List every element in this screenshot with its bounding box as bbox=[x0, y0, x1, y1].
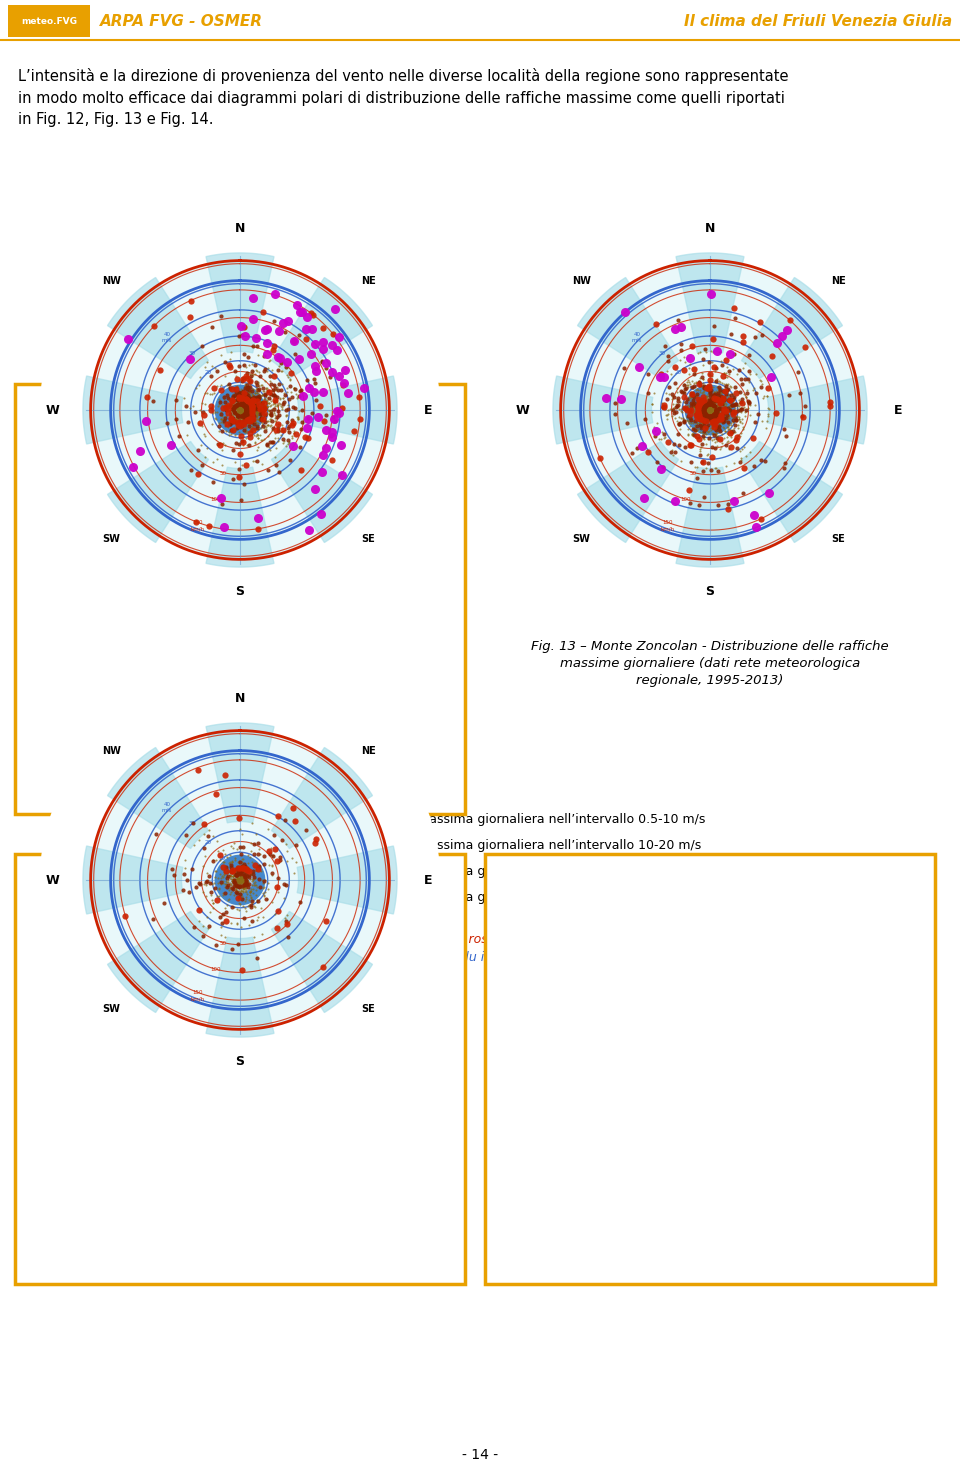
Text: 10: 10 bbox=[688, 386, 696, 392]
Text: Fig. 12 – Trieste, molo F.lli Bandiera – Distribuzione
delle raffiche massime gi: Fig. 12 – Trieste, molo F.lli Bandiera –… bbox=[18, 640, 355, 688]
Text: N: N bbox=[705, 222, 715, 235]
Polygon shape bbox=[578, 441, 679, 543]
Text: colore blu in m/s: colore blu in m/s bbox=[415, 950, 519, 963]
Text: W: W bbox=[516, 404, 529, 417]
Text: 10: 10 bbox=[219, 386, 226, 392]
Text: N: N bbox=[235, 222, 245, 235]
Text: 20: 20 bbox=[204, 370, 212, 374]
Text: SE: SE bbox=[362, 1004, 375, 1013]
Polygon shape bbox=[767, 376, 867, 444]
Text: colore rosso indicano la scala in km/h: colore rosso indicano la scala in km/h bbox=[426, 932, 660, 945]
Text: 30: 30 bbox=[189, 821, 196, 825]
Text: 50: 50 bbox=[220, 472, 227, 476]
Text: quelle in: quelle in bbox=[373, 950, 431, 963]
Polygon shape bbox=[676, 253, 744, 353]
Polygon shape bbox=[676, 467, 744, 566]
Text: raffica massima giornaliera nell’intervallo 10-20 m/s: raffica massima giornaliera nell’interva… bbox=[373, 840, 701, 852]
Text: Fig. 13 – Monte Zoncolan - Distribuzione delle raffiche
massime giornaliere (dat: Fig. 13 – Monte Zoncolan - Distribuzione… bbox=[531, 640, 889, 688]
Polygon shape bbox=[215, 386, 265, 435]
Text: E: E bbox=[423, 404, 432, 417]
Polygon shape bbox=[108, 747, 208, 849]
Text: W: W bbox=[45, 404, 59, 417]
Bar bbox=[8, 4, 90, 37]
Text: NW: NW bbox=[102, 277, 121, 287]
Text: raffica massima giornaliera nell’intervallo 0.5-10 m/s: raffica massima giornaliera nell’interva… bbox=[373, 813, 706, 827]
Text: Il clima del Friuli Venezia Giulia: Il clima del Friuli Venezia Giulia bbox=[684, 15, 952, 30]
Polygon shape bbox=[578, 278, 679, 379]
Bar bbox=[15, 385, 465, 813]
Text: 10: 10 bbox=[219, 856, 226, 861]
Text: 50: 50 bbox=[689, 472, 696, 476]
Text: 150
km/h: 150 km/h bbox=[660, 521, 675, 531]
Polygon shape bbox=[92, 732, 388, 1028]
Text: NW: NW bbox=[102, 747, 121, 756]
Polygon shape bbox=[83, 846, 182, 914]
Polygon shape bbox=[92, 262, 388, 558]
Text: le linee in: le linee in bbox=[373, 932, 438, 945]
Text: 30: 30 bbox=[189, 351, 196, 356]
Text: 20: 20 bbox=[675, 370, 682, 374]
Polygon shape bbox=[298, 376, 397, 444]
Text: NE: NE bbox=[831, 277, 846, 287]
Polygon shape bbox=[685, 386, 734, 435]
Polygon shape bbox=[228, 868, 252, 892]
Text: 20: 20 bbox=[204, 840, 212, 845]
Polygon shape bbox=[272, 747, 372, 849]
Text: NE: NE bbox=[361, 277, 376, 287]
Text: Fig. 14 – Pordenone - Distribuzione delle raffiche
massime giornaliere (dati ret: Fig. 14 – Pordenone - Distribuzione dell… bbox=[18, 1111, 340, 1157]
Polygon shape bbox=[206, 938, 274, 1037]
Text: 50: 50 bbox=[220, 942, 227, 947]
Polygon shape bbox=[83, 376, 182, 444]
Polygon shape bbox=[206, 723, 274, 822]
Text: ,: , bbox=[656, 932, 664, 945]
Text: 100: 100 bbox=[211, 497, 222, 501]
Text: SW: SW bbox=[103, 1004, 120, 1013]
Polygon shape bbox=[553, 376, 653, 444]
Text: 150
km/h: 150 km/h bbox=[191, 991, 204, 1001]
Text: - 14 -: - 14 - bbox=[462, 1448, 498, 1463]
Text: L’intensità e la direzione di provenienza del vento nelle diverse località della: L’intensità e la direzione di provenienz… bbox=[18, 68, 788, 127]
Polygon shape bbox=[108, 441, 208, 543]
Text: 40
m/s: 40 m/s bbox=[162, 802, 172, 812]
Text: raffica massima giornaliera  >30 m/s: raffica massima giornaliera >30 m/s bbox=[373, 892, 606, 905]
Polygon shape bbox=[272, 441, 372, 543]
Polygon shape bbox=[215, 855, 265, 905]
Polygon shape bbox=[108, 278, 208, 379]
Polygon shape bbox=[272, 911, 372, 1013]
Text: 30: 30 bbox=[659, 351, 666, 356]
Text: SW: SW bbox=[103, 534, 120, 543]
Text: 40
m/s: 40 m/s bbox=[632, 331, 642, 343]
Text: E: E bbox=[894, 404, 902, 417]
Polygon shape bbox=[741, 278, 843, 379]
Text: 40
m/s: 40 m/s bbox=[162, 331, 172, 343]
Text: E: E bbox=[423, 874, 432, 886]
Text: SE: SE bbox=[362, 534, 375, 543]
Polygon shape bbox=[206, 467, 274, 566]
Polygon shape bbox=[206, 253, 274, 353]
Bar bbox=[485, 853, 935, 1284]
Text: NW: NW bbox=[572, 277, 591, 287]
Polygon shape bbox=[698, 398, 722, 423]
Text: SW: SW bbox=[572, 534, 590, 543]
Text: N: N bbox=[235, 692, 245, 705]
Polygon shape bbox=[298, 846, 397, 914]
Text: NE: NE bbox=[361, 747, 376, 756]
Text: 100: 100 bbox=[211, 967, 222, 972]
Text: ARPA FVG - OSMER: ARPA FVG - OSMER bbox=[100, 15, 263, 30]
Polygon shape bbox=[563, 262, 858, 558]
Text: S: S bbox=[235, 1055, 245, 1068]
Polygon shape bbox=[108, 911, 208, 1013]
Polygon shape bbox=[741, 441, 843, 543]
Text: 100: 100 bbox=[681, 497, 691, 501]
Text: meteo.FVG: meteo.FVG bbox=[21, 18, 77, 27]
Polygon shape bbox=[272, 278, 372, 379]
Bar bbox=[15, 853, 465, 1284]
Text: SE: SE bbox=[831, 534, 846, 543]
Text: raffica massima giornaliera nell’intervallo 20-30 m/s: raffica massima giornaliera nell’interva… bbox=[373, 865, 701, 879]
Text: 150
km/h: 150 km/h bbox=[191, 521, 204, 531]
Text: S: S bbox=[706, 586, 714, 598]
Text: W: W bbox=[45, 874, 59, 886]
Polygon shape bbox=[228, 398, 252, 423]
Text: S: S bbox=[235, 586, 245, 598]
